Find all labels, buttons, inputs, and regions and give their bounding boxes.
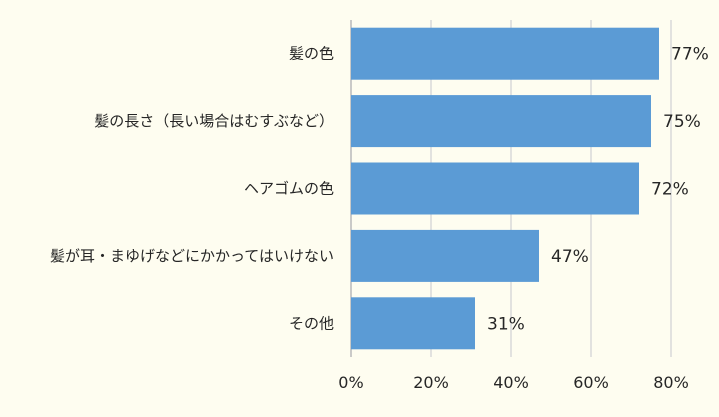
data-label: 31% bbox=[487, 314, 525, 334]
bar-4 bbox=[351, 297, 475, 350]
data-label: 77% bbox=[671, 45, 709, 65]
data-label: 47% bbox=[551, 247, 589, 267]
x-tick-label: 20% bbox=[413, 373, 449, 392]
bar-2 bbox=[351, 162, 639, 215]
category-label: その他 bbox=[289, 314, 334, 332]
bars bbox=[351, 27, 659, 350]
bar-0 bbox=[351, 27, 659, 80]
data-label: 75% bbox=[663, 112, 701, 132]
category-label: 髪の色 bbox=[289, 45, 334, 63]
bar-1 bbox=[351, 95, 651, 148]
category-label: ヘアゴムの色 bbox=[244, 180, 334, 198]
bar-3 bbox=[351, 229, 539, 282]
category-label: 髪の長さ（長い場合はむすぶなど） bbox=[94, 112, 334, 130]
category-label: 髪が耳・まゆげなどにかかってはいけない bbox=[50, 247, 334, 265]
x-tick-label: 0% bbox=[338, 373, 363, 392]
x-tick-label: 40% bbox=[493, 373, 529, 392]
x-tick-label: 60% bbox=[573, 373, 609, 392]
data-label: 72% bbox=[651, 180, 689, 200]
data-labels: 77% 75% 72% 47% 31% bbox=[487, 45, 709, 335]
x-tick-labels: 0% 20% 40% 60% 80% bbox=[338, 373, 688, 392]
x-tick-label: 80% bbox=[653, 373, 689, 392]
